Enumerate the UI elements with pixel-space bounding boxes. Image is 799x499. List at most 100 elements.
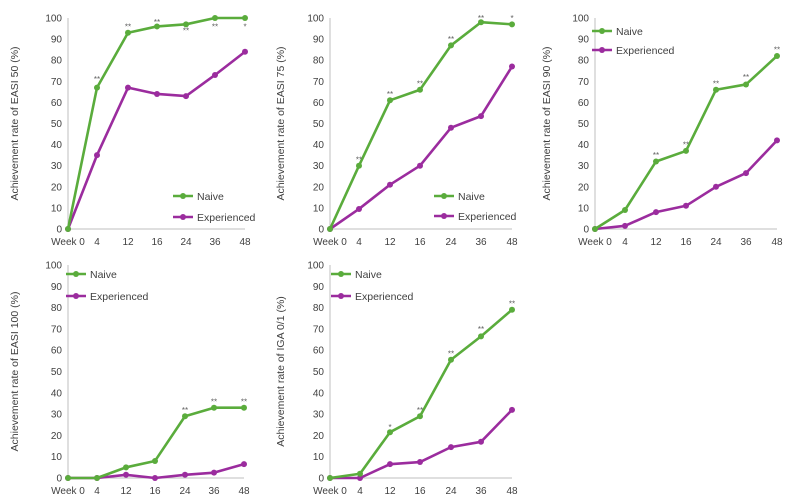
y-tick-label: 40 xyxy=(51,388,63,399)
legend-label-naive: Naive xyxy=(197,191,224,203)
data-point-naive xyxy=(713,86,719,93)
y-tick-label: 100 xyxy=(45,14,62,25)
data-point-naive xyxy=(65,226,71,232)
y-tick-label: 0 xyxy=(583,225,589,236)
y-tick-label: 20 xyxy=(578,182,590,193)
y-tick-label: 10 xyxy=(313,452,325,463)
data-point-naive xyxy=(327,475,333,481)
data-point-experienced xyxy=(653,209,659,216)
data-point-experienced xyxy=(182,471,188,478)
data-point-naive xyxy=(743,81,749,88)
y-tick-label: 60 xyxy=(51,98,63,109)
y-tick-label: 50 xyxy=(313,367,325,378)
data-point-naive xyxy=(448,356,454,363)
series-line-experienced xyxy=(330,408,513,480)
significance-marker: ** xyxy=(183,27,189,36)
x-tick-label: 16 xyxy=(151,237,163,248)
data-point-naive xyxy=(774,52,780,59)
significance-marker: ** xyxy=(182,406,188,415)
data-point-experienced xyxy=(357,475,363,481)
x-tick-label: 36 xyxy=(740,237,752,248)
y-tick-label: 20 xyxy=(313,431,325,442)
y-tick-label: 20 xyxy=(51,431,63,442)
x-tick-label: 12 xyxy=(120,486,132,497)
data-point-experienced xyxy=(125,84,131,91)
data-point-experienced xyxy=(356,205,362,212)
data-point-experienced xyxy=(183,93,189,100)
x-tick-label: 12 xyxy=(384,237,396,248)
legend-marker-naive xyxy=(338,271,344,277)
x-tick-label: 36 xyxy=(208,486,220,497)
data-point-experienced xyxy=(448,124,454,131)
legend-label-experienced: Experienced xyxy=(90,291,149,303)
y-tick-label: 50 xyxy=(313,119,325,130)
x-tick-label: 12 xyxy=(384,486,396,497)
data-point-naive xyxy=(448,42,454,49)
data-point-naive xyxy=(417,413,423,420)
y-tick-label: 70 xyxy=(313,77,325,88)
significance-marker: ** xyxy=(478,14,484,23)
data-point-experienced xyxy=(387,461,393,468)
data-point-naive xyxy=(357,470,363,477)
x-tick-label: 4 xyxy=(357,486,363,497)
y-tick-label: 100 xyxy=(572,14,589,25)
x-tick-label: Week 0 xyxy=(313,237,347,248)
data-point-naive xyxy=(387,429,393,436)
chart-iga-0-1: 0 10 20 30 40 50 60 70 80 90 100 Week 0 4 12 16 24 36 48 A… xyxy=(275,261,518,498)
y-axis-title: Achievement rate of EASI 50 (%) xyxy=(9,46,21,200)
data-point-naive xyxy=(478,333,484,340)
legend-label-experienced: Experienced xyxy=(197,212,256,224)
y-tick-label: 40 xyxy=(313,388,325,399)
y-tick-label: 60 xyxy=(51,346,63,357)
significance-marker: * xyxy=(243,22,246,31)
y-tick-label: 80 xyxy=(313,56,325,67)
y-tick-label: 0 xyxy=(318,474,324,485)
data-point-experienced xyxy=(713,183,719,190)
data-point-naive xyxy=(94,475,100,481)
legend-marker-experienced xyxy=(441,213,447,219)
x-tick-label: 48 xyxy=(506,237,518,248)
y-tick-label: 60 xyxy=(313,346,325,357)
data-point-naive xyxy=(182,413,188,420)
chart-easi-75: 0 10 20 30 40 50 60 70 80 90 100 Week 0 4 12 16 24 36 48 A… xyxy=(275,14,518,249)
x-tick-label: 16 xyxy=(149,486,161,497)
data-point-experienced xyxy=(509,63,515,70)
y-tick-label: 10 xyxy=(51,203,63,214)
significance-marker: ** xyxy=(125,22,131,31)
chart-easi-90: 0 10 20 30 40 50 60 70 80 90 100 Week 0 4 12 16 24 36 48 A… xyxy=(541,14,783,249)
data-point-naive xyxy=(125,29,131,36)
data-point-naive xyxy=(242,15,248,21)
data-point-experienced xyxy=(417,162,423,169)
data-point-experienced xyxy=(417,459,423,466)
y-tick-label: 50 xyxy=(51,119,63,130)
data-point-experienced xyxy=(387,181,393,188)
data-point-naive xyxy=(509,306,515,313)
chart-easi-100: 0 10 20 30 40 50 60 70 80 90 100 Week 0 4 12 16 24 36 48 A… xyxy=(9,261,250,498)
y-tick-label: 80 xyxy=(578,56,590,67)
x-tick-label: 24 xyxy=(180,237,192,248)
x-tick-label: 48 xyxy=(238,486,250,497)
x-tick-label: 4 xyxy=(94,486,100,497)
y-tick-label: 20 xyxy=(51,182,63,193)
x-tick-label: 12 xyxy=(122,237,134,248)
x-tick-label: 48 xyxy=(771,237,783,248)
y-axis-title: Achievement rate of IGA 0/1 (%) xyxy=(275,296,287,447)
significance-marker: ** xyxy=(478,325,484,334)
y-tick-label: 30 xyxy=(313,410,325,421)
x-tick-label: 24 xyxy=(179,486,191,497)
y-tick-label: 50 xyxy=(578,119,590,130)
data-point-naive xyxy=(183,21,189,28)
x-tick-label: 36 xyxy=(475,237,487,248)
legend-label-experienced: Experienced xyxy=(616,45,675,57)
y-tick-label: 50 xyxy=(51,367,63,378)
y-axis-title: Achievement rate of EASI 100 (%) xyxy=(9,292,21,452)
x-tick-label: 24 xyxy=(445,486,457,497)
data-point-experienced xyxy=(683,202,689,209)
legend-label-naive: Naive xyxy=(458,191,485,203)
data-point-naive xyxy=(211,404,217,411)
significance-marker: ** xyxy=(94,75,100,84)
data-point-experienced xyxy=(154,90,160,97)
significance-marker: ** xyxy=(713,79,719,88)
data-point-experienced xyxy=(509,406,515,413)
y-tick-label: 0 xyxy=(318,225,324,236)
